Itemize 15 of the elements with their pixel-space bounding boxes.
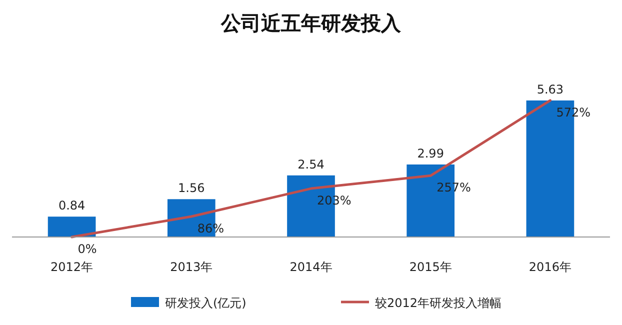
data-label: 1.56 — [178, 181, 205, 196]
data-label: 2.99 — [417, 146, 444, 160]
legend-label: 较2012年研发投入增幅 — [375, 296, 502, 310]
x-tick-label: 2013年 — [170, 260, 213, 274]
legend-label: 研发投入(亿元) — [165, 296, 246, 310]
x-tick-label: 2015年 — [409, 260, 452, 274]
data-label: 5.63 — [536, 82, 564, 96]
data-label: 0% — [78, 242, 97, 256]
x-tick-label: 2012年 — [50, 260, 94, 274]
chart-title: 公司近五年研发投入 — [220, 11, 402, 35]
bar — [48, 216, 96, 237]
data-label: 2.54 — [298, 157, 324, 172]
x-tick-label: 2016年 — [528, 260, 572, 274]
data-label: 0.84 — [58, 198, 86, 213]
x-tick-label: 2014年 — [290, 260, 332, 274]
